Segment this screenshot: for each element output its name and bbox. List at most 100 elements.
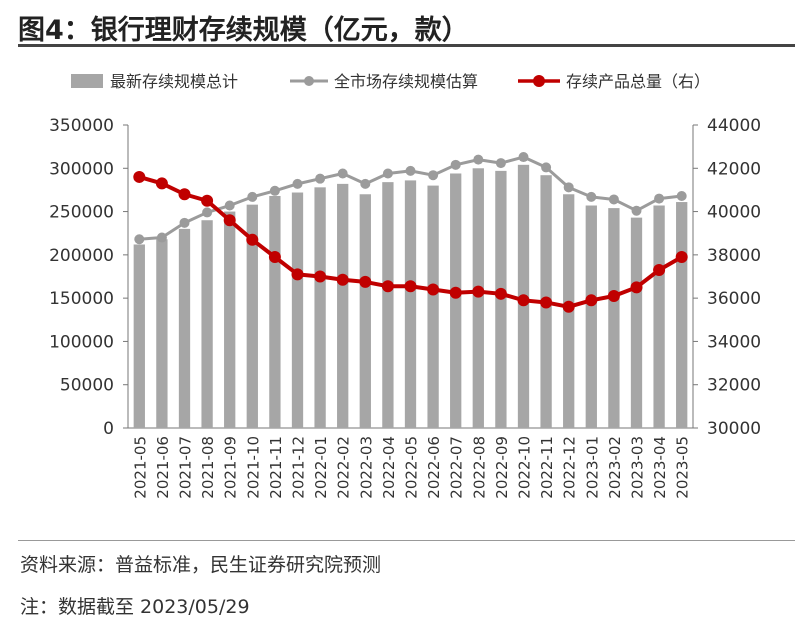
right-tick-label: 30000 [707,419,761,439]
market-estimate-point-2021-08 [202,207,213,218]
x-tick-label: 2023-05 [674,436,692,499]
product-count-point-2021-10 [246,233,259,246]
legend-red-label: 存续产品总量（右） [566,72,710,91]
x-tick-label: 2021-05 [131,436,149,499]
product-count-point-2022-03 [359,275,372,288]
x-tick-label: 2023-01 [583,436,601,499]
legend-bar-swatch [71,74,103,88]
product-count-point-2022-08 [472,285,485,298]
market-estimate-point-2021-12 [292,178,303,189]
product-count-point-2021-06 [155,177,168,190]
market-estimate-point-2022-08 [473,154,484,165]
product-count-point-2022-11 [540,296,553,309]
product-count-point-2022-01 [314,270,327,283]
market-estimate-point-2021-05 [134,234,145,245]
market-estimate-point-2022-02 [337,168,348,179]
market-estimate-point-2022-05 [405,165,416,176]
bar-2021-09 [224,211,236,428]
market-estimate-point-2023-04 [654,193,665,204]
market-estimate-point-2021-11 [269,185,280,196]
bar-2021-05 [133,244,145,428]
source-note: 资料来源：普益标准，民生证券研究院预测 [20,554,382,576]
x-tick-label: 2022-02 [335,436,353,499]
bar-2022-01 [314,187,326,428]
product-count-point-2022-02 [336,273,349,286]
market-estimate-point-2021-10 [247,191,258,202]
bar-2021-07 [178,228,191,428]
bar-2021-10 [246,204,258,428]
chart-title: 图4：银行理财存续规模（亿元，款） [18,15,469,46]
market-estimate-point-2022-04 [382,168,393,179]
product-count-point-2022-05 [404,280,417,293]
title-rule [18,44,795,47]
product-count-point-2023-05 [675,251,688,264]
x-tick-label: 2022-05 [403,436,421,499]
bar-2023-02 [608,208,620,428]
bar-2022-05 [404,180,417,428]
x-tick-label: 2022-12 [561,436,579,499]
x-tick-label: 2022-08 [470,436,488,499]
x-tick-label: 2021-11 [267,436,285,499]
product-count-point-2023-04 [653,264,666,277]
product-count-point-2022-09 [494,287,507,300]
market-estimate-point-2023-05 [676,190,687,201]
bar-2023-05 [676,202,688,428]
market-estimate-point-2023-01 [586,191,597,202]
legend-bar-label: 最新存续规模总计 [110,72,238,91]
bar-2022-06 [427,185,439,428]
bar-2022-03 [359,194,371,428]
product-count-point-2023-03 [630,281,643,294]
market-estimate-point-2023-03 [631,205,642,216]
product-count-point-2021-09 [223,214,236,227]
x-tick-label: 2022-11 [538,436,556,499]
bar-2022-02 [337,183,349,428]
x-tick-label: 2021-08 [199,436,217,499]
market-estimate-point-2022-07 [450,159,461,170]
market-estimate-point-2021-07 [179,217,190,228]
x-tick-label: 2021-12 [290,436,308,499]
left-tick-label: 150000 [49,289,114,309]
bar-2023-04 [653,205,665,428]
bar-2022-08 [472,168,484,429]
bar-2021-12 [291,192,304,428]
left-tick-label: 200000 [49,246,114,266]
bottom-rule [18,540,795,541]
bar-2022-04 [382,182,394,428]
market-estimate-point-2022-09 [495,158,506,169]
x-tick-label: 2021-07 [177,436,195,499]
x-tick-label: 2022-03 [357,436,375,499]
left-tick-label: 100000 [49,332,114,352]
left-tick-label: 50000 [60,376,114,396]
bar-2021-08 [201,220,213,428]
product-count-point-2021-07 [178,188,191,201]
x-tick-label: 2023-02 [606,436,624,499]
x-tick-label: 2022-06 [425,436,443,499]
right-tick-label: 44000 [707,116,761,136]
legend-red-marker [533,75,545,87]
product-count-point-2023-01 [585,294,598,307]
right-tick-label: 34000 [707,332,761,352]
product-count-point-2021-05 [133,170,146,183]
market-estimate-point-2022-03 [360,178,371,189]
product-count-point-2022-07 [449,286,462,299]
bar-2021-11 [269,195,281,428]
market-estimate-point-2021-06 [156,232,167,243]
product-count-point-2021-08 [201,194,214,207]
product-count-point-2023-02 [607,289,620,302]
product-count-point-2022-12 [562,300,575,313]
left-tick-label: 300000 [49,159,114,179]
left-tick-label: 0 [103,419,114,439]
x-tick-label: 2023-03 [629,436,647,499]
x-tick-label: 2023-04 [651,436,669,499]
legend-grey-marker [304,76,314,86]
product-count-point-2021-11 [268,251,281,264]
right-tick-label: 36000 [707,289,761,309]
x-tick-label: 2021-06 [154,436,172,499]
right-tick-label: 40000 [707,203,761,223]
x-tick-label: 2021-09 [222,436,240,499]
bar-2022-07 [450,173,462,428]
product-count-point-2021-12 [291,268,304,281]
market-estimate-point-2022-06 [428,170,439,181]
right-tick-label: 32000 [707,376,761,396]
market-estimate-point-2021-09 [224,200,235,211]
